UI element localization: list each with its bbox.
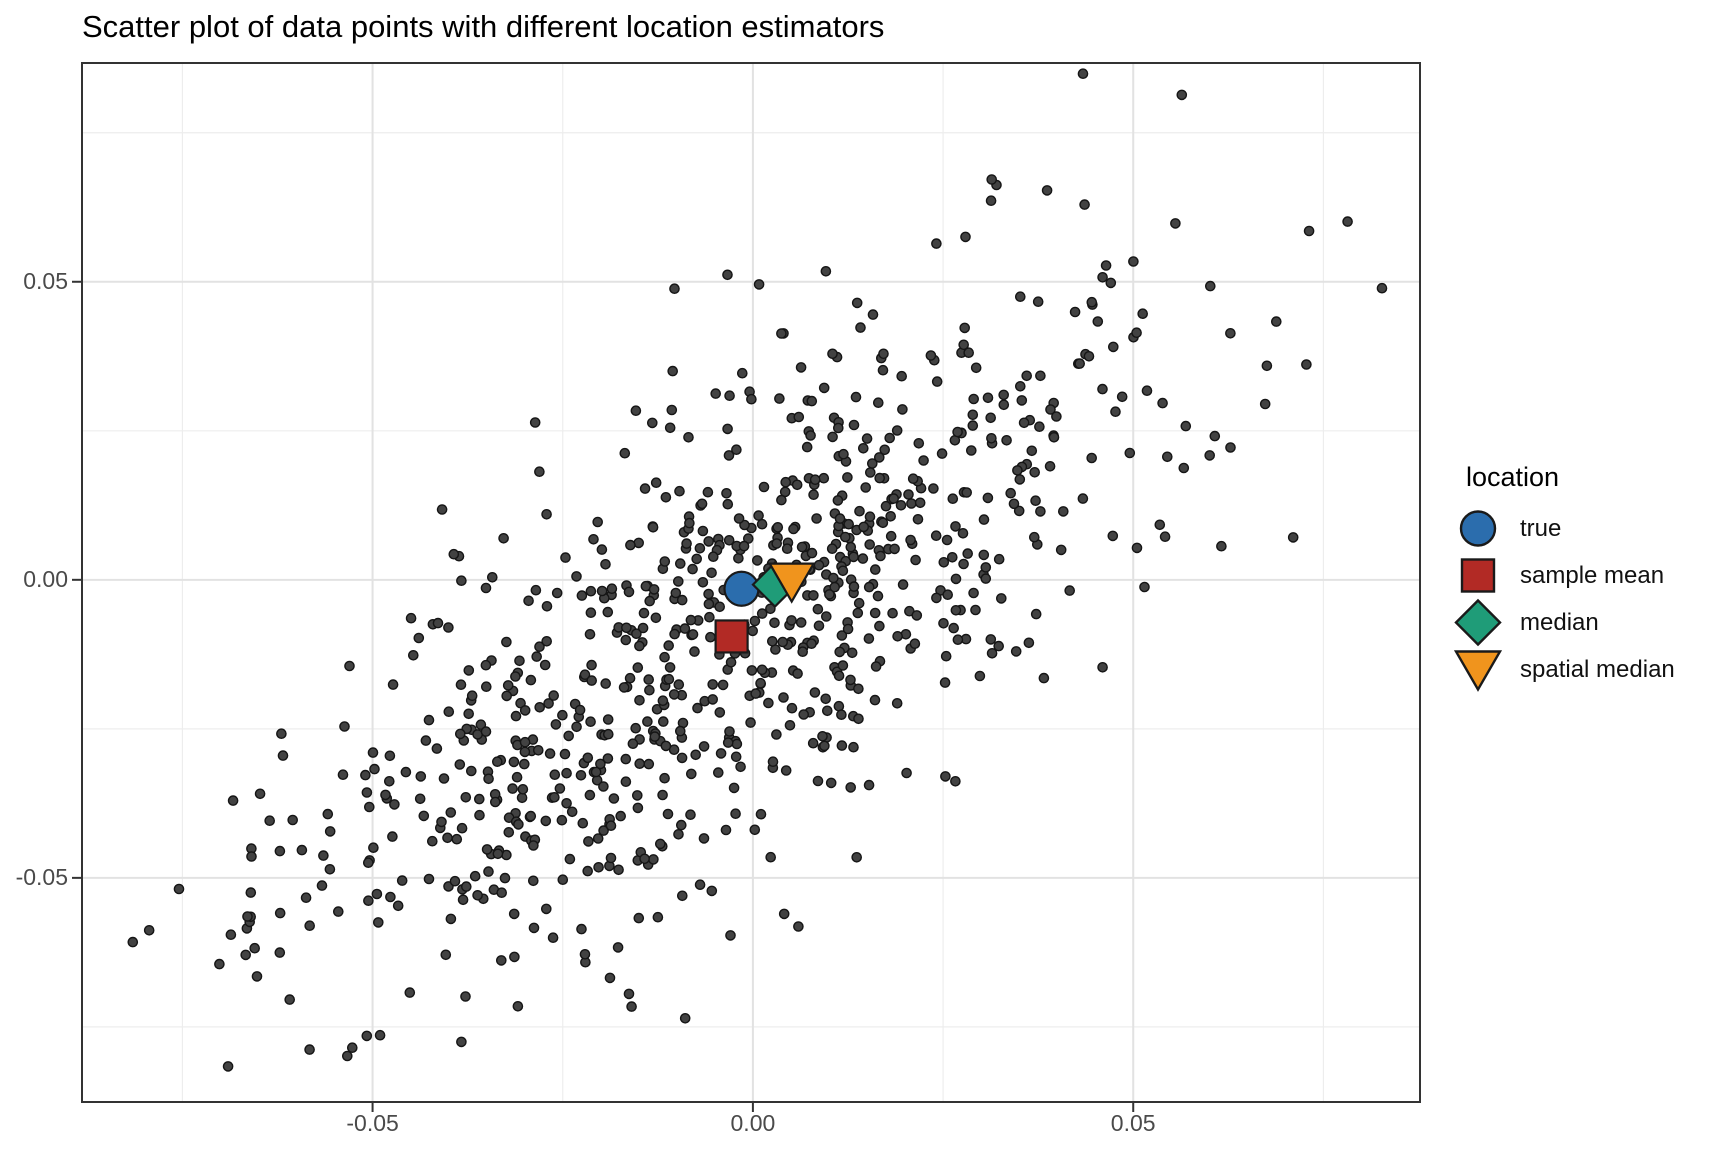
- legend-item-label: median: [1520, 608, 1599, 636]
- scatter-points: [127, 68, 1388, 1072]
- x-tick-label-neg005: -0.05: [346, 1110, 399, 1136]
- legend-item-label: spatial median: [1520, 655, 1675, 683]
- minor-gridlines: [82, 63, 1420, 1102]
- square-icon: [1460, 558, 1496, 593]
- legend-item-label: true: [1520, 514, 1562, 542]
- legend-item-spatial-median: spatial median: [1452, 646, 1675, 693]
- estimator-markers: [714, 561, 816, 654]
- x-tick-label-005: 0.05: [1110, 1110, 1156, 1136]
- y-tick-label-000: 0.00: [23, 566, 68, 592]
- y-tick-label-neg005: -0.05: [15, 864, 68, 890]
- chart-title: Scatter plot of data points with differe…: [82, 9, 885, 44]
- legend-item-sample-mean: sample mean: [1452, 552, 1675, 599]
- legend: location true sample mean median spatial…: [1452, 462, 1675, 693]
- legend-item-median: median: [1452, 598, 1675, 647]
- x-tick-label-000: 0.00: [730, 1110, 776, 1136]
- legend-item-true: true: [1452, 505, 1675, 552]
- diamond-icon: [1454, 598, 1502, 647]
- triangle-down-icon: [1453, 650, 1503, 692]
- y-tick-label-005: 0.05: [23, 268, 68, 294]
- circle-icon: [1459, 510, 1497, 547]
- legend-item-label: sample mean: [1520, 561, 1665, 589]
- axis-ticks: [72, 280, 1135, 1112]
- plot-canvas: [72, 62, 1421, 1112]
- legend-title: location: [1466, 462, 1560, 492]
- panel-border: [81, 62, 1421, 1103]
